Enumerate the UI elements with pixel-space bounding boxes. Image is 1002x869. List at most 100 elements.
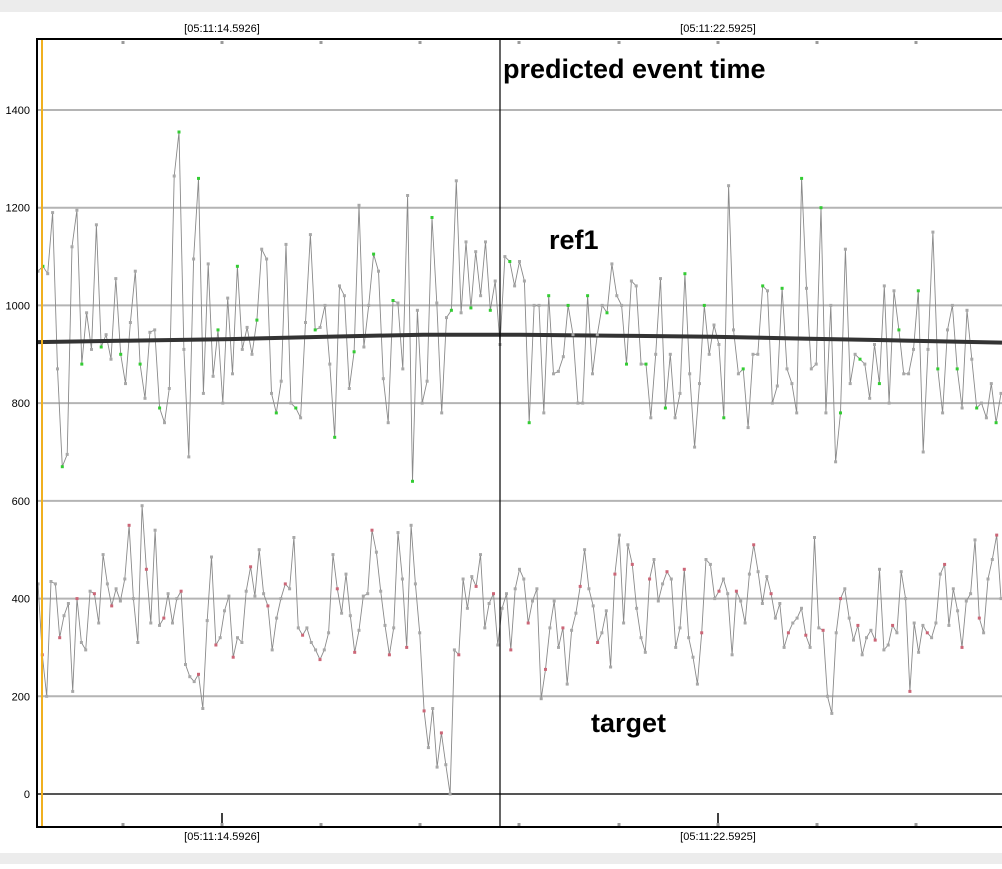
target-point [822, 629, 825, 632]
target-point [501, 607, 504, 610]
target-point [952, 587, 955, 590]
target-point [366, 592, 369, 595]
ref1-point [202, 392, 205, 395]
ref1-point [547, 294, 550, 297]
target-point [787, 631, 790, 634]
ref1-point [367, 304, 370, 307]
ref1-point [85, 311, 88, 314]
target-point [848, 617, 851, 620]
target-point [102, 553, 105, 556]
ref1-point [158, 407, 161, 410]
target-point [947, 624, 950, 627]
ref1-point [251, 353, 254, 356]
ref1-point [961, 407, 964, 410]
target-point [683, 568, 686, 571]
target-point [692, 656, 695, 659]
target-point [622, 622, 625, 625]
target-point [809, 646, 812, 649]
target-point [961, 646, 964, 649]
target-point [488, 602, 491, 605]
y-tick-label-800: 800 [12, 398, 30, 410]
target-point [861, 653, 864, 656]
ref1-point [931, 231, 934, 234]
target-point [227, 595, 230, 598]
target-point [535, 587, 538, 590]
ref1-point [182, 348, 185, 351]
target-point [635, 607, 638, 610]
target-point [874, 639, 877, 642]
ref1-point [299, 416, 302, 419]
target-point [934, 622, 937, 625]
ref1-point [863, 363, 866, 366]
ref1-point [513, 284, 516, 287]
target-point [197, 673, 200, 676]
target-point [132, 597, 135, 600]
target-point [765, 575, 768, 578]
ref1-point [975, 407, 978, 410]
ref1-point [596, 333, 599, 336]
target-point [566, 683, 569, 686]
target-point [483, 626, 486, 629]
target-point [974, 538, 977, 541]
time-label-top-1: [05:11:22.5925] [680, 23, 756, 35]
target-point [674, 646, 677, 649]
target-point [544, 668, 547, 671]
target-point [410, 524, 413, 527]
ref1-point [620, 304, 623, 307]
ref1-point [114, 277, 117, 280]
target-point [800, 607, 803, 610]
target-point [835, 631, 838, 634]
top-minor-tick-7 [221, 41, 224, 44]
target-point [969, 592, 972, 595]
ref1-point [421, 402, 424, 405]
ref1-point [260, 248, 263, 251]
ref1-point [683, 272, 686, 275]
target-point [405, 646, 408, 649]
ref1-point [985, 416, 988, 419]
ref1-point [100, 346, 103, 349]
target-point [284, 582, 287, 585]
target-point [705, 558, 708, 561]
ref1-point [469, 306, 472, 309]
target-point [232, 656, 235, 659]
target-point [449, 793, 452, 796]
ref1-point [494, 280, 497, 283]
target-point [839, 597, 842, 600]
target-point [305, 626, 308, 629]
target-point [592, 604, 595, 607]
target-point [852, 639, 855, 642]
target-point [240, 641, 243, 644]
ref1-point [922, 451, 925, 454]
target-point [796, 617, 799, 620]
ref1-point [314, 328, 317, 331]
ref1-point [431, 216, 434, 219]
ref1-point [790, 382, 793, 385]
target-point [123, 578, 126, 581]
target-point [596, 641, 599, 644]
y-tick-label-1200: 1200 [6, 203, 30, 215]
ref1-point [134, 270, 137, 273]
target-point [770, 592, 773, 595]
ref1-point [888, 402, 891, 405]
ref1-point [586, 294, 589, 297]
target-point [518, 568, 521, 571]
target-point [479, 553, 482, 556]
event-annotation: predicted event time [503, 54, 766, 84]
ref1-point [868, 397, 871, 400]
ref1-point [508, 260, 511, 263]
target-point [648, 578, 651, 581]
ref1-point [197, 177, 200, 180]
target-point [319, 658, 322, 661]
target-point [297, 626, 300, 629]
target-point [141, 504, 144, 507]
target-point [613, 573, 616, 576]
target-point [930, 636, 933, 639]
target-point [830, 712, 833, 715]
ref1-point [562, 355, 565, 358]
target-point [76, 597, 79, 600]
ref1-point [727, 184, 730, 187]
ref1-point [742, 367, 745, 370]
target-point [540, 697, 543, 700]
ref1-point [951, 304, 954, 307]
